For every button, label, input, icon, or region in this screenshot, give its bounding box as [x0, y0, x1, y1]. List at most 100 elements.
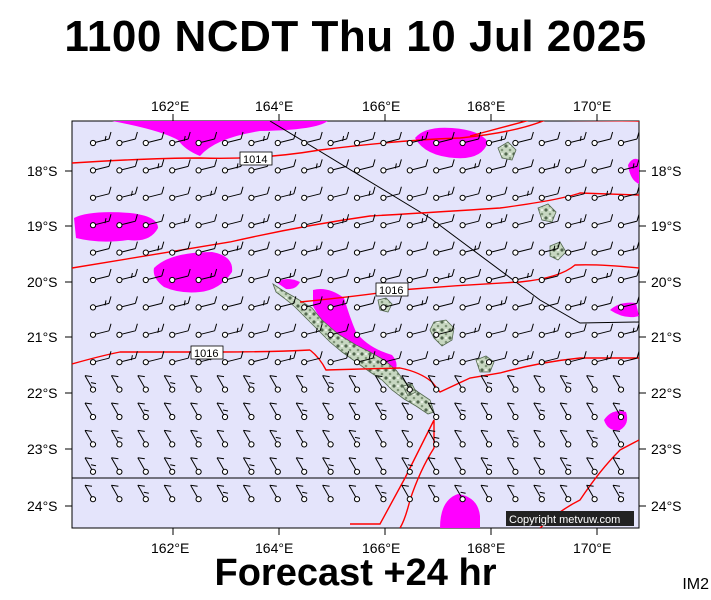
wind-barb [274, 131, 297, 147]
wind-barb [380, 131, 402, 147]
wind-barb [459, 351, 482, 366]
wind-barb [327, 186, 350, 201]
wind-barb [506, 484, 519, 503]
isobar-label: 1014 [243, 154, 267, 166]
wind-barb [380, 351, 402, 366]
wind-barb [327, 323, 350, 338]
wind-barb [480, 375, 493, 393]
lat-label: 24°S [27, 498, 58, 514]
wind-barb [274, 351, 297, 366]
wind-barb [84, 402, 97, 421]
wind-barb [591, 214, 614, 229]
wind-barb [353, 268, 376, 284]
wind-barb [327, 268, 350, 284]
wind-barb [348, 457, 361, 475]
wind-barb [459, 241, 482, 256]
wind-barb [480, 429, 493, 448]
wind-barb [163, 429, 176, 448]
wind-barb [485, 351, 508, 366]
lon-labels-bottom: 162°E 164°E 166°E 168°E 170°E [151, 540, 611, 556]
wind-barb [512, 296, 534, 311]
wind-barb [533, 402, 545, 421]
wind-barb [433, 296, 455, 311]
wind-barb [89, 241, 112, 256]
wind-barb [374, 429, 387, 448]
wind-barb [353, 323, 376, 338]
wind-barb [137, 429, 149, 448]
copyright-text: Copyright metvuw.com [509, 514, 620, 526]
isobar-labels: 1014 1016 1016 [190, 151, 409, 360]
wind-barb [512, 323, 534, 338]
wind-barb [380, 323, 402, 338]
wind-barb [269, 457, 281, 475]
rain-area [74, 212, 158, 242]
isobar-1016-west [72, 349, 311, 365]
wind-barb [480, 457, 493, 475]
wind-barb [374, 457, 387, 475]
wind-barb [301, 296, 323, 311]
wind-barb [137, 402, 149, 421]
wind-barb [169, 241, 191, 256]
wind-barb [565, 186, 587, 201]
wind-barb [565, 241, 587, 256]
wind-barb [433, 186, 455, 201]
wind-barb [559, 402, 572, 421]
wind-barb [274, 268, 297, 284]
wind-barb [512, 268, 534, 284]
wind-barb [216, 457, 229, 475]
wind-barb [322, 484, 334, 503]
land-masses [272, 141, 567, 415]
wind-barb [274, 323, 297, 338]
wind-barb [459, 268, 482, 284]
sea-area [71, 120, 640, 529]
wind-barb [353, 214, 376, 229]
wind-barb [485, 241, 508, 256]
lon-label: 168°E [467, 540, 505, 556]
wind-barb [506, 402, 519, 421]
wind-barb [533, 484, 545, 503]
lat-label: 18°S [27, 163, 58, 179]
wind-barb [116, 214, 138, 229]
wind-barb [433, 323, 455, 338]
wind-barb [565, 323, 587, 338]
wind-barb [427, 429, 440, 448]
isobar-northeast [469, 121, 639, 137]
wind-barb [380, 296, 402, 311]
wind-barb [406, 241, 429, 256]
wind-barb [248, 268, 270, 284]
wind-barb [301, 351, 323, 366]
wind-barb [617, 323, 639, 338]
wind-barb [617, 268, 639, 284]
wind-barb [116, 296, 138, 311]
wind-barb [137, 375, 149, 393]
wind-barb [559, 375, 572, 393]
wind-barb [406, 268, 429, 284]
wind-barb [116, 186, 138, 201]
wind-barb [216, 375, 229, 393]
rain-area [610, 302, 639, 318]
isobar-label: 1016 [379, 285, 403, 297]
wind-barb [242, 429, 255, 448]
wind-barb [142, 241, 165, 256]
wind-barb [295, 375, 308, 393]
rain-area [276, 279, 300, 290]
wind-barb [459, 159, 482, 174]
wind-barb [433, 268, 455, 284]
wind-barb [327, 131, 350, 147]
wind-barb [485, 323, 508, 338]
wind-barb [116, 241, 138, 256]
wind-barb [190, 429, 202, 448]
wind-barb [274, 186, 297, 201]
isobar-1014 [72, 121, 545, 164]
wind-barb [406, 131, 429, 147]
wind-barb [538, 268, 561, 284]
wind-barb [591, 323, 614, 338]
wind-barb [221, 323, 244, 338]
wind-barb [195, 186, 218, 201]
wind-barb [110, 457, 123, 475]
wind-barb [142, 296, 165, 311]
wind-barb [538, 323, 561, 338]
wind-barb [427, 402, 440, 421]
wind-barb [538, 159, 561, 174]
